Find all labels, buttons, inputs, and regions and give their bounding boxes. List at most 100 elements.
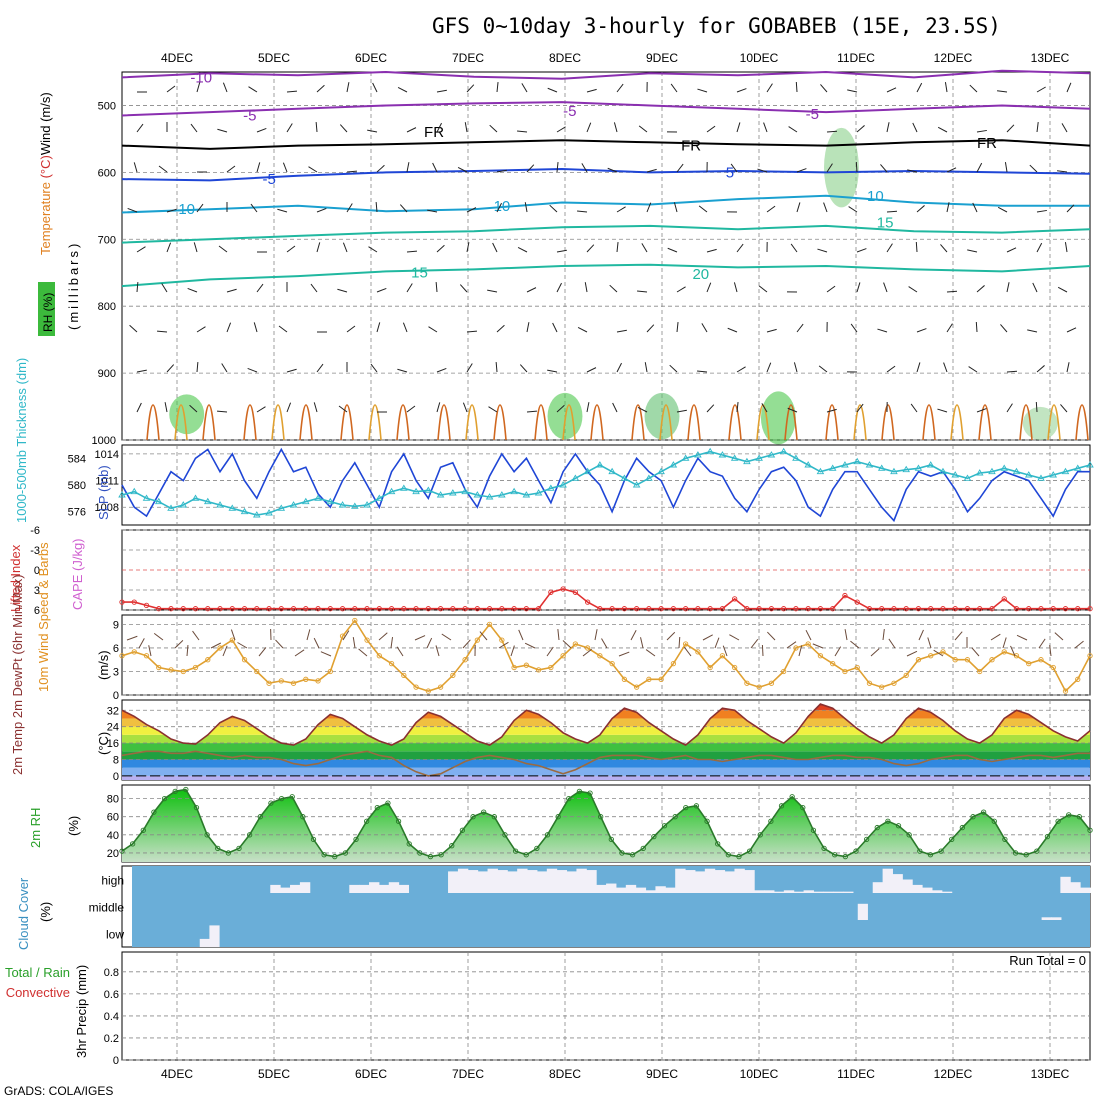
thickness-point (645, 474, 653, 481)
rh-2m-point (385, 800, 391, 806)
rh-2m-point (470, 814, 476, 820)
wind-barb (856, 282, 861, 293)
wind-barb (826, 163, 833, 173)
wind-barb (196, 361, 199, 373)
wind-barb (927, 637, 932, 649)
wind-barb (972, 202, 978, 213)
lowlevel-contour (978, 404, 992, 441)
ylabel-cloud-units: (%) (38, 902, 53, 922)
lifted-index-point (633, 606, 640, 612)
wind-barb (1066, 327, 1077, 333)
wind-speed-point (1062, 688, 1069, 694)
rh-2m-point (651, 833, 657, 840)
wind-barb (166, 364, 175, 373)
rh-shade (169, 394, 205, 435)
date-label-top: 4DEC (161, 51, 193, 65)
svg-text:Temperature (°C)Wind (m/s): Temperature (°C)Wind (m/s) (38, 92, 53, 255)
wind-speed-point (119, 653, 125, 659)
wind-barb (402, 322, 408, 333)
lifted-index-point (560, 586, 566, 592)
wind-barb (856, 403, 864, 413)
cloud-bar (803, 890, 814, 893)
wind-barb (730, 163, 738, 173)
wind-barb (256, 406, 266, 413)
wind-barb (435, 281, 438, 293)
wind-barb (856, 248, 867, 253)
wind-speed-point (854, 664, 860, 671)
ytick-lifted: -6 (30, 525, 40, 537)
thickness-point (1061, 467, 1070, 475)
thickness-point (718, 451, 727, 458)
ytick-wind: 6 (113, 643, 119, 655)
ytick-pressure: 800 (98, 301, 116, 313)
lifted-index-point (805, 606, 811, 612)
ylabel-thickness: 1000-500mb Thickness (dm) (14, 358, 29, 523)
lifted-index-point (621, 606, 628, 612)
cloud-bar (625, 884, 637, 893)
wind-barb (546, 646, 554, 657)
lifted-index-point (352, 606, 358, 612)
wind-barb (1066, 362, 1070, 373)
wind-barb (883, 282, 888, 293)
isotherm-line (121, 167, 1091, 182)
wind-barb (367, 129, 378, 133)
rh-2m-point (183, 786, 189, 793)
wind-barb (247, 367, 258, 373)
cloud-bar (744, 870, 755, 893)
cloud-bar (398, 884, 410, 893)
wind-barb (1004, 162, 1008, 173)
wind-barb (586, 367, 597, 373)
lifted-index-point (131, 599, 137, 605)
lifted-index-point (793, 606, 799, 612)
lifted-index-point (499, 606, 505, 612)
wind-barb (937, 408, 948, 413)
wind-barb (1038, 638, 1046, 649)
rh-2m-point (193, 804, 200, 811)
wind-barb (426, 637, 433, 649)
wind-barb (850, 640, 860, 649)
date-label-top: 11DEC (837, 51, 875, 65)
cloud-bar (902, 879, 913, 893)
wind-barb (436, 367, 447, 373)
rh-2m-point (278, 795, 285, 802)
rh-2m-point (534, 845, 540, 852)
lifted-index-point (952, 606, 958, 612)
ytick-wind: 9 (113, 619, 119, 631)
wind-barb (148, 645, 152, 657)
wind-barb (315, 121, 318, 133)
cloud-bar (1051, 917, 1062, 920)
wind-barb (727, 327, 738, 333)
wind-barb (378, 632, 388, 641)
wind-barb (174, 639, 184, 649)
wind-speed-point (1026, 660, 1032, 667)
wind-barb (997, 206, 1008, 213)
lifted-index-point (168, 606, 174, 612)
wind-barb (253, 322, 258, 333)
cloud-bar (477, 871, 489, 893)
wind-speed-point (303, 676, 309, 682)
wind-barb (790, 243, 798, 253)
cloud-bar (606, 883, 617, 893)
lowlevel-contour (728, 404, 742, 441)
thickness-point (473, 491, 482, 498)
wind-speed-point (903, 672, 909, 679)
wind-barb (946, 167, 957, 173)
wind-barb (844, 629, 848, 641)
wind-barb (346, 203, 353, 213)
wind-barb (886, 87, 897, 93)
wind-barb (524, 202, 528, 213)
wind-barb (346, 170, 358, 173)
cloud-bar (576, 868, 587, 893)
wind-barb (358, 648, 368, 657)
wind-speed-point (327, 668, 333, 675)
thickness-point (743, 457, 751, 465)
panel-frame-prec (121, 951, 1091, 1061)
rh-2m-point (789, 794, 795, 800)
wind-barb (817, 248, 828, 253)
wind-barb (826, 130, 838, 133)
wind-barb (676, 322, 679, 333)
lifted-index-point (364, 606, 370, 612)
rh-2m-point (491, 814, 497, 820)
wind-barb (492, 242, 498, 253)
wind-barb (562, 640, 572, 649)
